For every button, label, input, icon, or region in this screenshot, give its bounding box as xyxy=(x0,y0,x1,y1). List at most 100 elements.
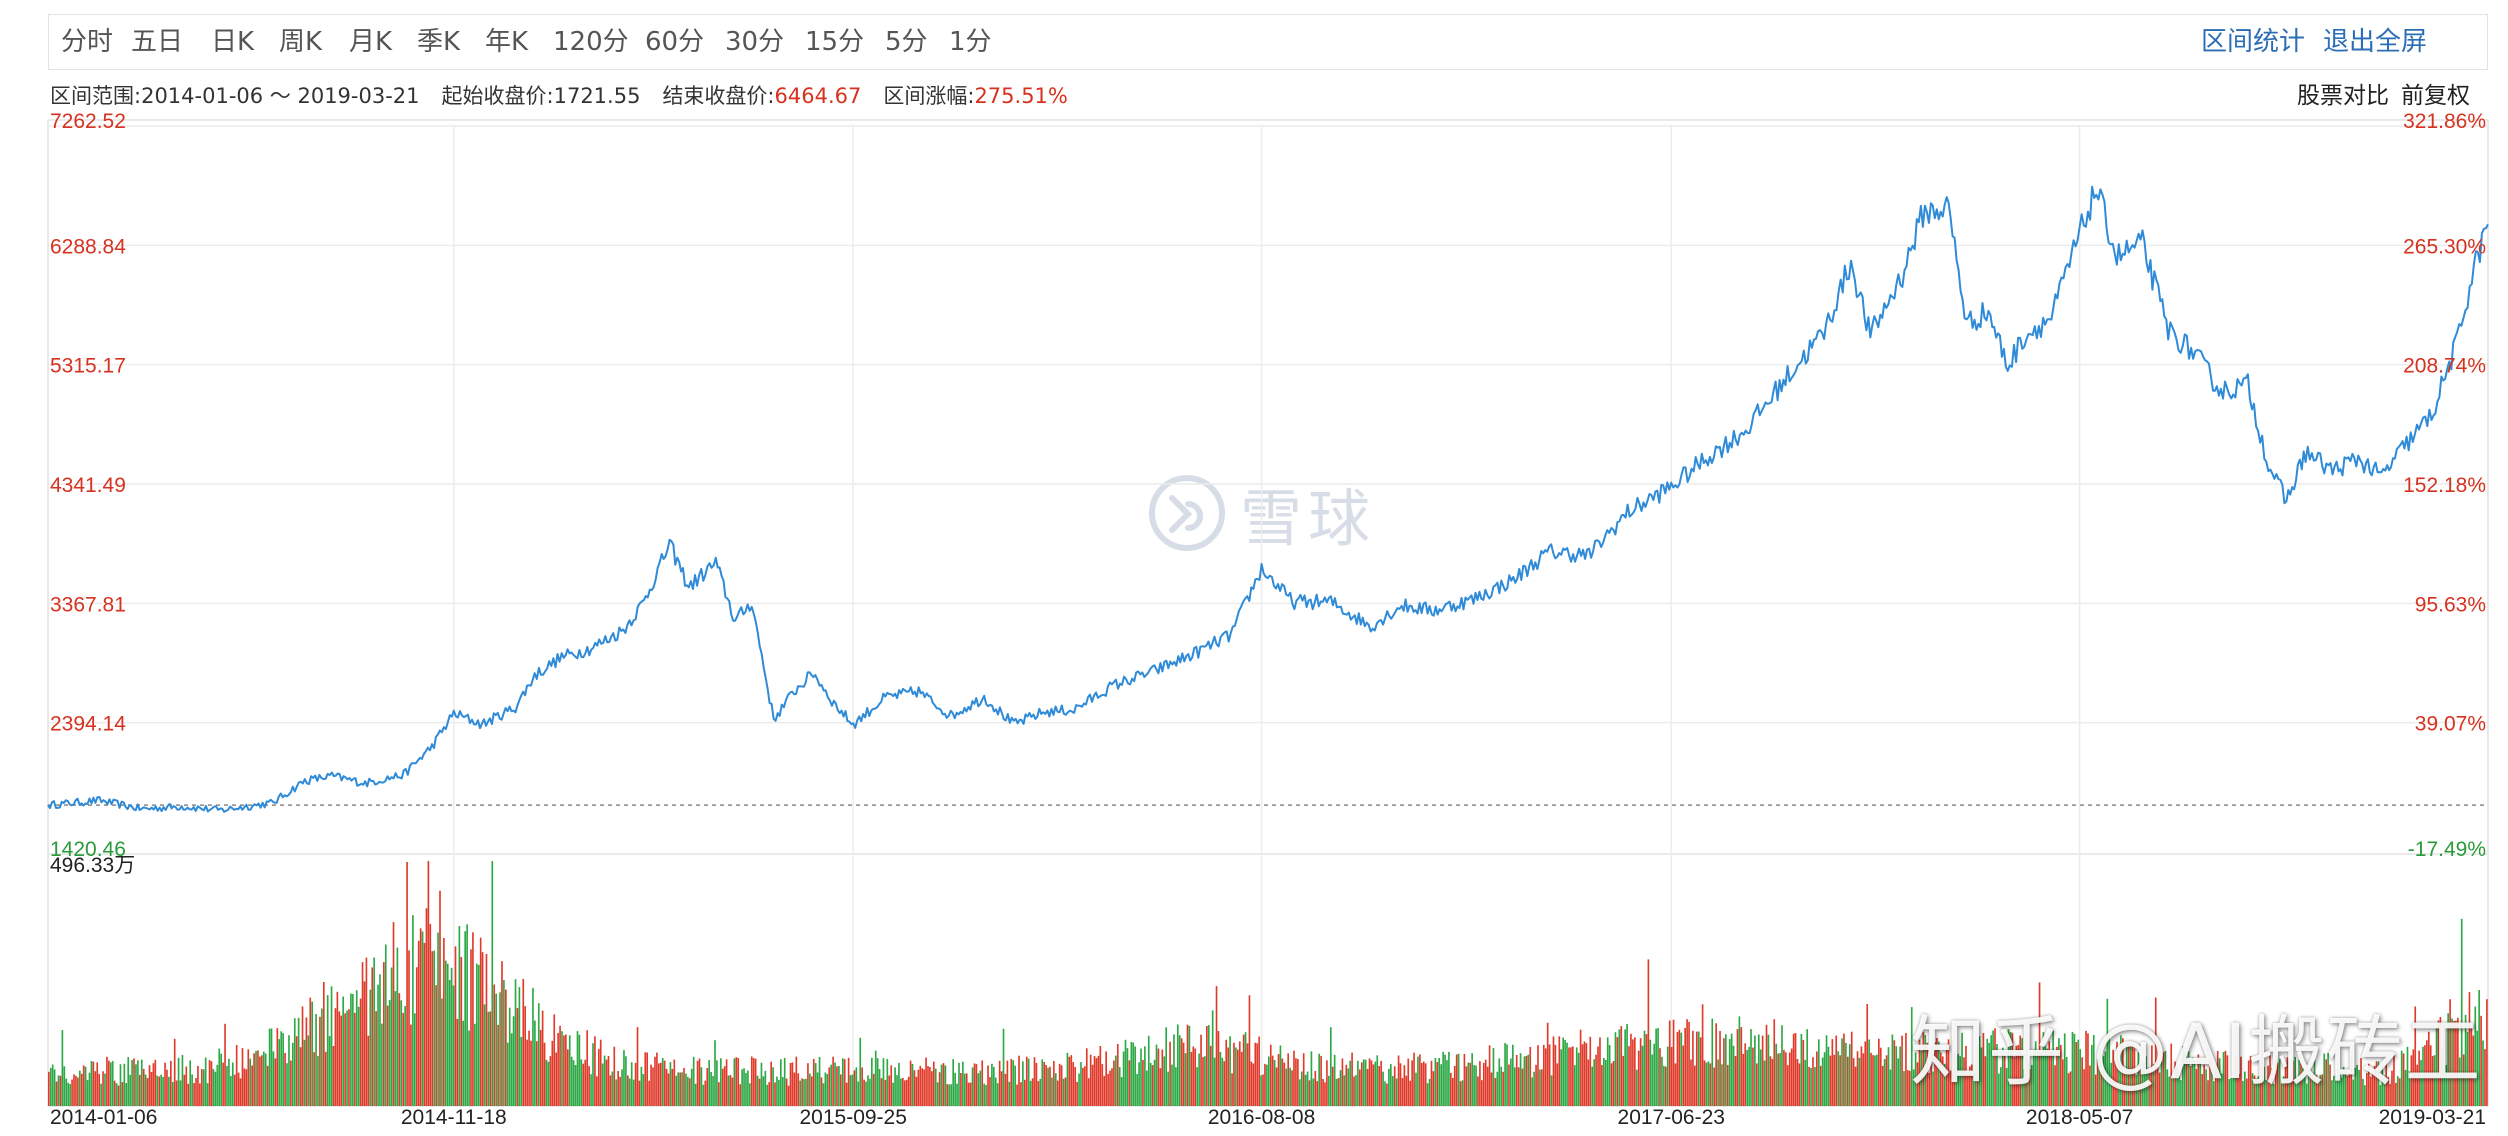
volume-bar xyxy=(737,1058,740,1106)
tab-3[interactable]: 周K xyxy=(279,27,323,57)
volume-bar xyxy=(1692,1030,1694,1106)
tab-8[interactable]: 60分 xyxy=(645,27,705,57)
volume-bar xyxy=(1188,1025,1191,1106)
volume-bar xyxy=(1144,1046,1146,1106)
volume-bar xyxy=(2274,1060,2277,1106)
volume-bar xyxy=(1945,1045,1948,1106)
stock-compare-button[interactable]: 股票对比 xyxy=(2297,83,2389,109)
volume-bar xyxy=(2269,1055,2271,1106)
volume-bar xyxy=(1684,1027,1686,1106)
volume-bar xyxy=(148,1065,151,1106)
volume-bar xyxy=(284,1053,286,1106)
volume-bar xyxy=(902,1078,904,1106)
volume-bar xyxy=(712,1076,714,1106)
volume-bar xyxy=(342,996,344,1106)
volume-bar xyxy=(754,1058,757,1106)
volume-bar xyxy=(131,1060,133,1106)
volume-bar xyxy=(859,1037,862,1106)
volume-bar xyxy=(2123,1073,2126,1106)
volume-bar xyxy=(958,1062,960,1106)
volume-bar xyxy=(954,1072,956,1106)
volume-bar xyxy=(57,1075,60,1106)
volume-bar xyxy=(262,1051,265,1106)
volume-bar xyxy=(332,1046,335,1106)
volume-bar xyxy=(1020,1082,1022,1106)
volume-bar xyxy=(733,1058,736,1106)
volume-bar xyxy=(462,1020,465,1106)
volume-bar xyxy=(749,1083,751,1106)
volume-bar xyxy=(2238,1074,2240,1106)
tab-7[interactable]: 120分 xyxy=(553,27,629,57)
volume-bar xyxy=(1444,1054,1446,1106)
volume-bar xyxy=(359,998,362,1106)
volume-bar xyxy=(2455,1020,2457,1106)
price-tick-label: 5315.17 xyxy=(50,355,126,378)
volume-bar xyxy=(979,1070,982,1106)
volume-bar xyxy=(1550,1075,1553,1106)
volume-bar xyxy=(1229,1036,1231,1106)
volume-bar xyxy=(2083,1069,2085,1106)
interval-stats-button[interactable]: 区间统计 xyxy=(2201,27,2306,57)
volume-bar xyxy=(1326,1060,1328,1106)
volume-bar xyxy=(102,1071,104,1106)
volume-bar xyxy=(532,987,534,1106)
tab-6[interactable]: 年K xyxy=(485,27,529,57)
tab-9[interactable]: 30分 xyxy=(725,27,785,57)
volume-bar xyxy=(723,1066,726,1106)
volume-bar xyxy=(2114,1061,2116,1106)
volume-bar xyxy=(764,1070,767,1106)
volume-bar xyxy=(1535,1064,1537,1106)
tab-2[interactable]: 日K xyxy=(211,27,255,57)
tab-5[interactable]: 季K xyxy=(417,27,461,57)
volume-bar xyxy=(2131,1044,2134,1106)
volume-bar xyxy=(565,1034,567,1106)
volume-bar xyxy=(2104,1051,2107,1106)
volume-bar xyxy=(1291,1070,1293,1106)
volume-bar xyxy=(1705,1062,1708,1106)
volume-bar xyxy=(75,1075,77,1106)
volume-bar xyxy=(78,1070,81,1106)
volume-bar xyxy=(1027,1058,1030,1106)
volume-bar xyxy=(398,993,401,1106)
volume-bar xyxy=(142,1068,145,1106)
tab-10[interactable]: 15分 xyxy=(805,27,865,57)
start-close-value: 1721.55 xyxy=(553,84,641,108)
volume-bar xyxy=(406,861,408,1106)
volume-bar xyxy=(1635,1069,1638,1106)
volume-bar xyxy=(1322,1079,1324,1106)
volume-bar xyxy=(820,1077,823,1106)
volume-bar xyxy=(2214,1064,2217,1106)
volume-bar xyxy=(797,1073,800,1106)
volume-bar xyxy=(1506,1044,1508,1106)
volume-bar xyxy=(611,1071,614,1106)
volume-bar xyxy=(1728,1039,1731,1106)
volume-bar xyxy=(1788,1052,1791,1106)
volume-bar xyxy=(1699,1037,1702,1106)
tab-1[interactable]: 五日 xyxy=(131,27,184,57)
volume-bar xyxy=(692,1056,695,1106)
tab-11[interactable]: 5分 xyxy=(885,27,928,57)
volume-bar xyxy=(290,1060,292,1106)
volume-bar xyxy=(2042,1032,2045,1106)
volume-bar xyxy=(880,1078,883,1106)
volume-bar xyxy=(828,1067,831,1106)
volume-bar xyxy=(144,1074,147,1106)
volume-bar xyxy=(1895,1046,1898,1106)
volume-bar xyxy=(1221,1057,1224,1106)
volume-bar xyxy=(77,1077,79,1106)
forward-adjust-button[interactable]: 前复权 xyxy=(2401,83,2470,109)
volume-bar xyxy=(1045,1065,1047,1106)
tab-4[interactable]: 月K xyxy=(349,27,393,57)
volume-bar xyxy=(446,963,449,1106)
volume-bar xyxy=(619,1076,621,1106)
volume-bar xyxy=(292,1042,294,1106)
tab-12[interactable]: 1分 xyxy=(949,27,992,57)
volume-bar xyxy=(1271,1055,1274,1106)
volume-bar xyxy=(1033,1057,1036,1106)
exit-fullscreen-button[interactable]: 退出全屏 xyxy=(2323,27,2428,57)
tab-0[interactable]: 分时 xyxy=(61,27,114,57)
volume-bar xyxy=(1217,1031,1220,1106)
volume-bar xyxy=(630,1062,633,1106)
volume-bar xyxy=(725,1059,728,1106)
volume-bar xyxy=(1792,1033,1795,1106)
